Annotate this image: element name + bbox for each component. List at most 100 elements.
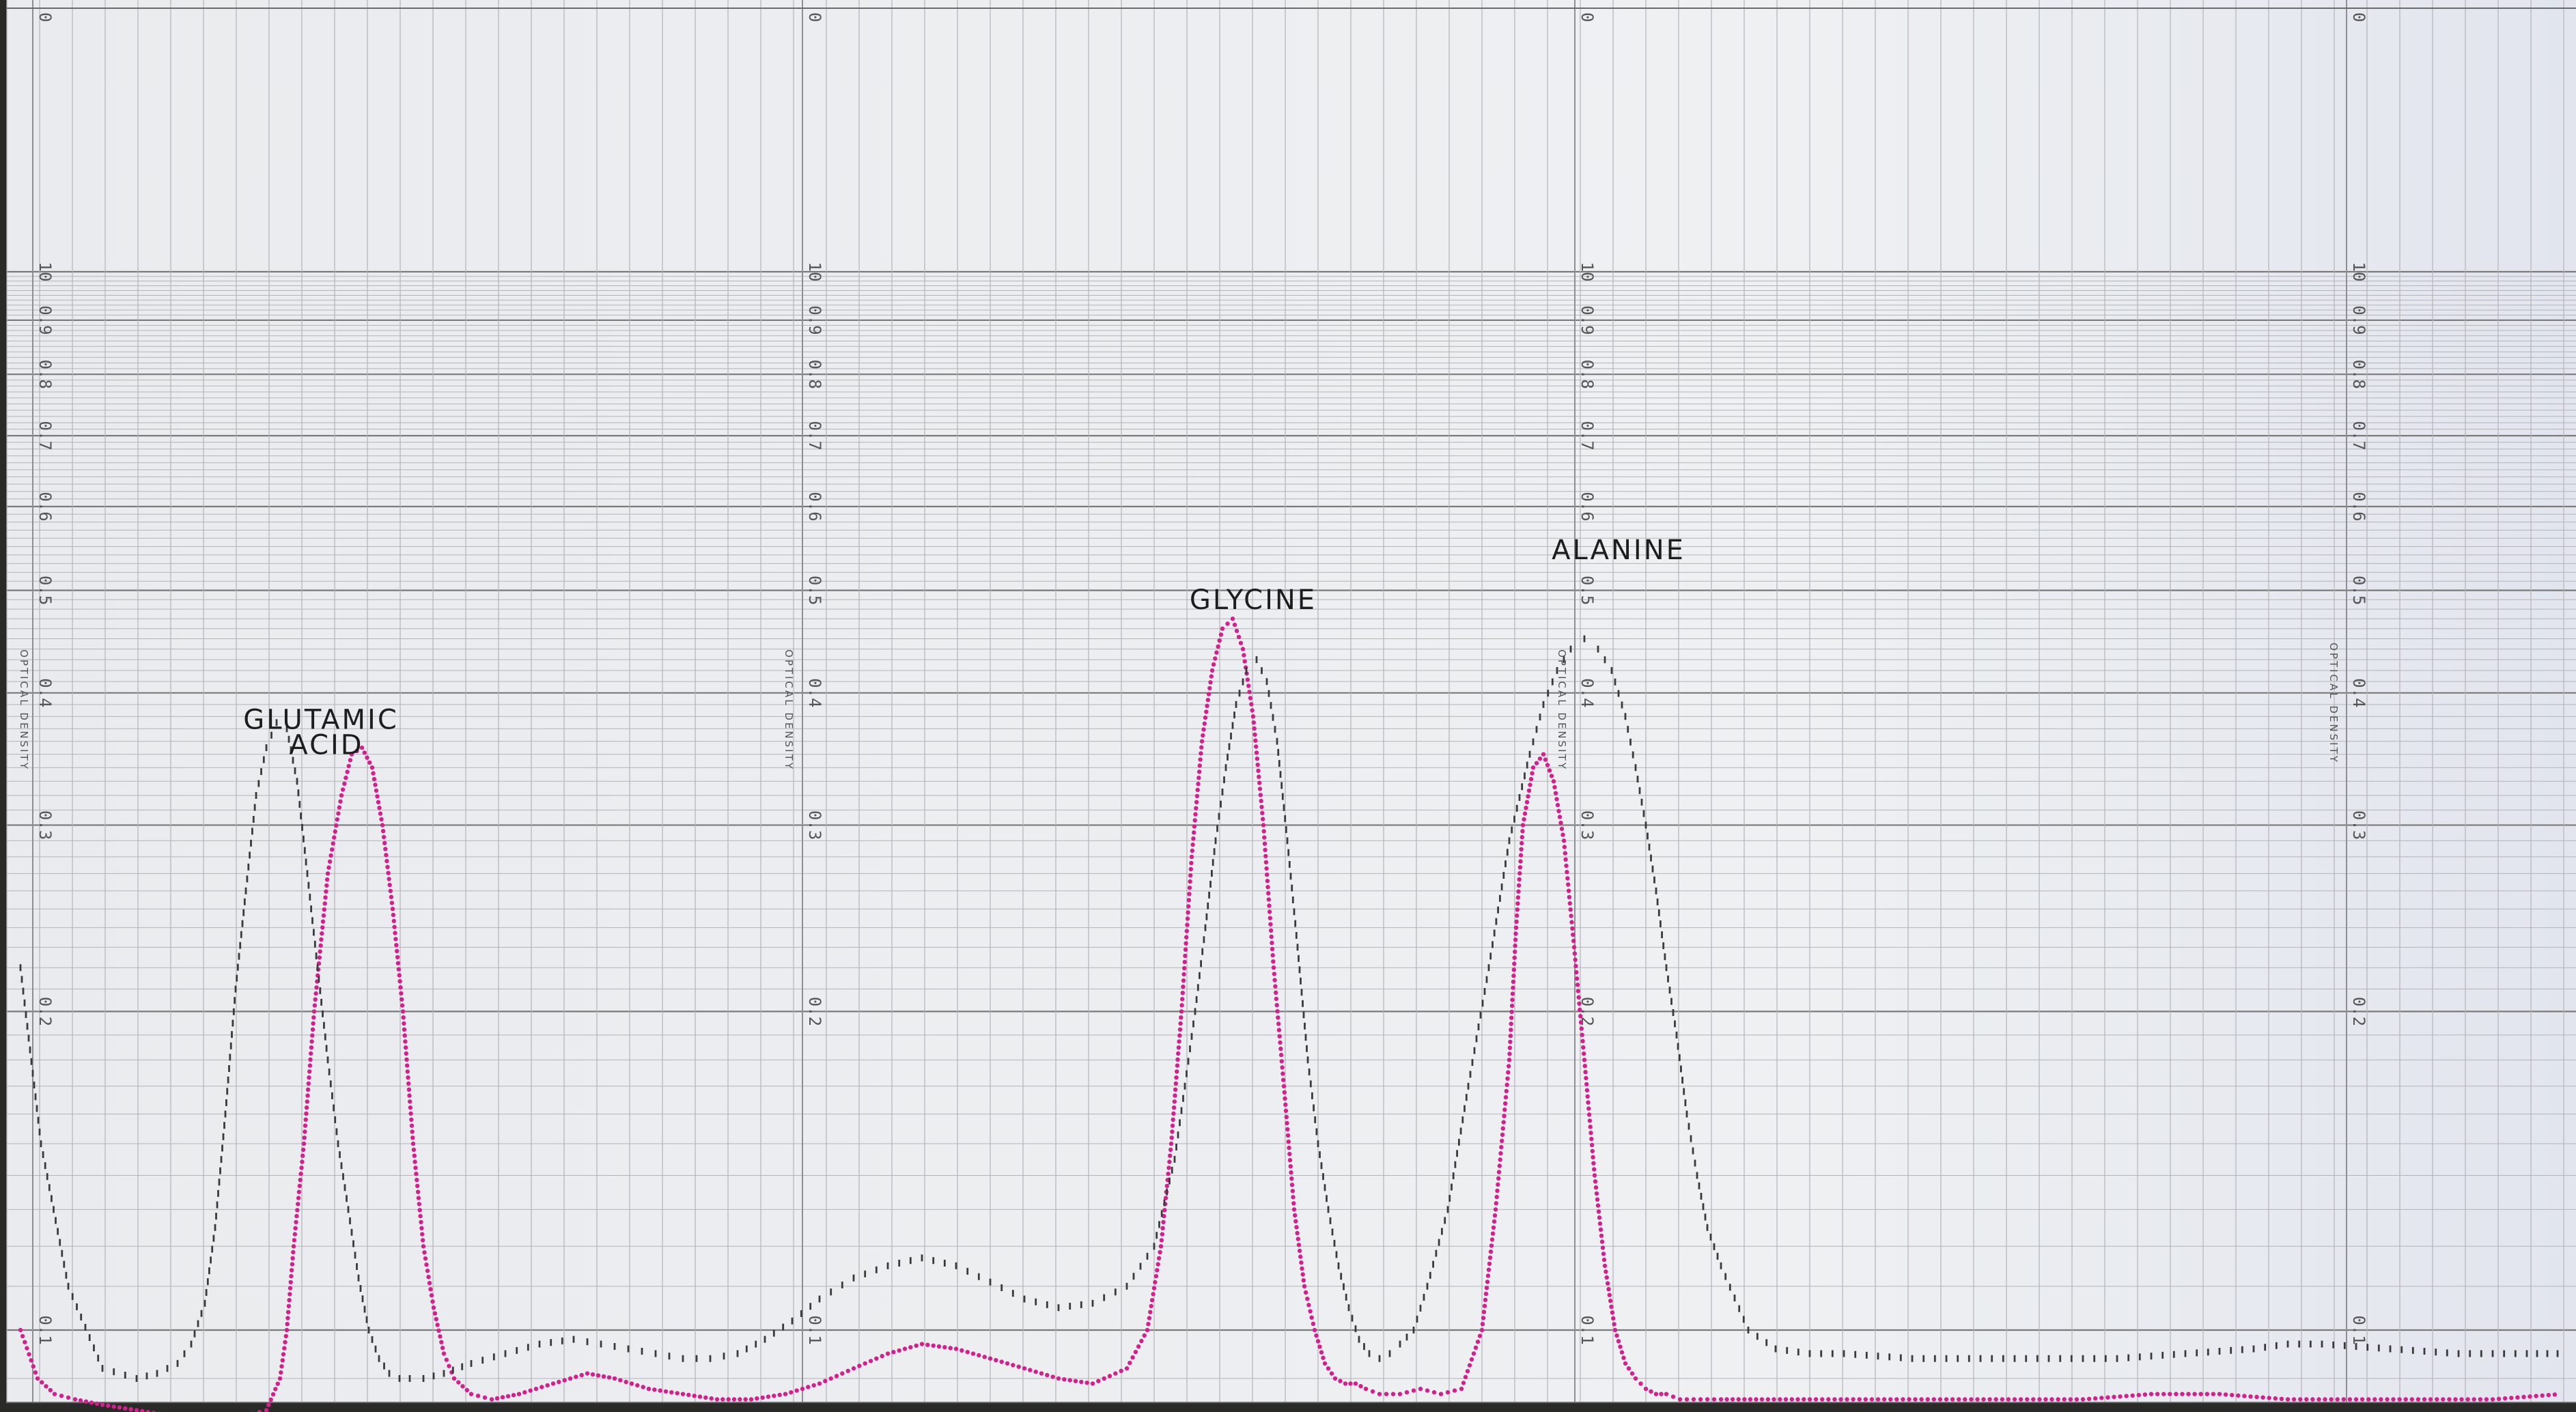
data-point [1320,1162,1323,1170]
data-point [1512,955,1517,960]
data-point [1345,1293,1347,1301]
data-point [97,1355,100,1362]
data-point [1220,626,1225,631]
data-point [384,853,389,858]
data-point [420,1232,425,1237]
data-point [275,1381,280,1386]
data-point [222,1133,225,1140]
data-point [1922,1355,1925,1362]
data-point [1661,931,1663,939]
data-point [1209,668,1215,673]
data-point [1199,739,1205,744]
data-point [1057,1304,1060,1312]
y-tick-label: 0.7 [1578,421,1597,450]
data-point [328,1068,331,1075]
data-point [1218,632,1224,637]
data-point [1899,1354,1902,1361]
data-point [374,1345,377,1353]
data-point [1508,1039,1513,1045]
data-point [1441,1228,1443,1235]
data-point [2204,1392,2209,1396]
data-point [1180,997,1185,1002]
data-point [1519,847,1524,852]
data-point [1242,653,1246,658]
data-point [1574,970,1579,975]
data-point [1263,847,1268,853]
data-point [290,746,292,754]
data-point [845,1368,850,1374]
data-point [1820,1397,1825,1402]
data-point [1192,824,1197,829]
data-point [2136,1393,2141,1398]
data-point [197,1320,199,1327]
data-point [2480,1350,2482,1357]
data-point [285,1310,291,1314]
data-point [34,1093,37,1101]
data-point [1278,760,1280,767]
data-point [1176,1051,1181,1056]
data-point [1201,733,1205,738]
data-point [2070,1355,2073,1362]
data-point [550,1381,556,1386]
data-point [1163,1199,1166,1206]
data-point [1196,776,1201,780]
data-point [2347,1397,2353,1402]
data-point [1520,823,1526,828]
data-point [1653,876,1655,884]
data-point [1231,722,1234,729]
data-point [298,801,301,808]
data-point [206,1278,209,1286]
data-point [1524,806,1528,810]
data-point [1657,909,1660,916]
data-point [1233,711,1235,719]
data-point [2540,1393,2545,1398]
data-point [1520,841,1524,846]
data-point [302,1135,307,1140]
data-point [2012,1397,2017,1402]
data-point [1232,622,1237,627]
data-point [339,1151,341,1159]
data-point [1203,715,1208,720]
data-point [48,1184,51,1191]
data-point [356,1263,358,1270]
data-point [1283,1108,1289,1114]
data-point [1537,757,1543,761]
data-point [2469,1350,2472,1357]
data-point [1192,818,1197,823]
data-point [347,1206,350,1213]
y-tick-label: 0.5 [2349,576,2368,605]
data-point [1517,865,1523,870]
data-point [48,1387,53,1393]
data-point [2155,1392,2160,1396]
data-point [2025,1397,2030,1402]
data-point [371,1336,374,1343]
data-point [1257,774,1261,779]
data-point [1258,793,1263,797]
data-point [31,1364,36,1369]
data-point [1230,617,1235,621]
data-point [1636,776,1639,783]
data-point [2403,1397,2408,1402]
data-point [1469,1071,1472,1078]
data-point [1257,780,1262,785]
data-point [1482,1303,1487,1308]
data-point [20,976,23,983]
data-point [407,1093,412,1098]
data-point [1202,721,1207,726]
data-point [1863,1397,1868,1402]
data-point [682,1355,684,1362]
data-point [268,1397,273,1402]
data-point [1028,1368,1033,1372]
data-point [344,776,348,780]
data-point [2264,1344,2267,1351]
data-point [1267,909,1272,914]
data-point [1553,791,1558,795]
data-point [57,1228,59,1235]
data-point [1684,1099,1687,1107]
data-point [641,1348,643,1355]
data-point [379,817,384,822]
data-point [557,1379,561,1385]
data-point [439,1340,444,1344]
data-point [1578,1014,1583,1019]
data-point [257,780,260,787]
